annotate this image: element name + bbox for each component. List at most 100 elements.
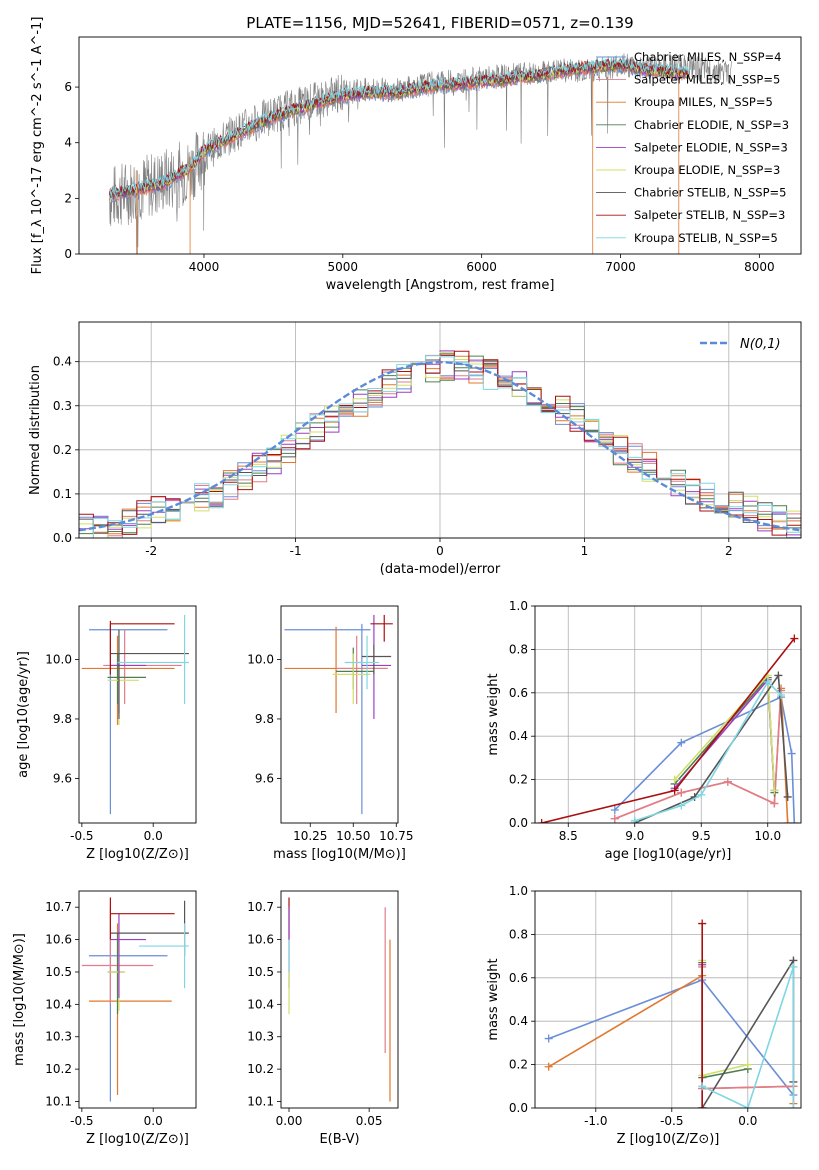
y-tick-label: 10.7 [247,900,274,914]
model-line-kroupa-miles [109,62,690,198]
y-tick-label: 10.1 [247,1095,274,1109]
x-tick-label: 9.0 [625,829,644,843]
x-axis-label: mass [log10(M/M⊙)] [273,847,406,862]
y-axis-label: age [log10(age/yr)] [16,651,31,778]
x-tick-label: -1 [290,544,302,558]
y-tick-label: 0.4 [509,1014,528,1028]
errorbars [81,614,189,815]
weight-point [783,819,792,823]
y-tick-label: 10.6 [247,933,274,947]
weight-point [610,814,619,823]
hist-salpeter-stelib [79,350,801,536]
weight-point [774,671,783,680]
weight-line-kroupa-miles [548,974,795,1104]
y-tick-label: 10.3 [45,1030,72,1044]
weight-lines [544,919,798,1108]
x-tick-label: 7000 [605,260,636,274]
weight-point [787,749,796,758]
x-tick-label: 0.0 [738,1114,757,1128]
x-axis-label: wavelength [Angstrom, rest frame] [326,278,555,293]
y-tick-label: 0.4 [509,729,528,743]
legend-label: Salpeter STELIB, N_SSP=3 [634,208,785,222]
x-axis-label: Z [log10(Z/Z⊙)] [86,847,189,862]
y-tick-label: 10.4 [45,997,72,1011]
y-tick-label: 0.6 [509,686,528,700]
model-line-chabrier-elodie [109,60,690,201]
y-axis-label: mass [log10(M/M⊙)] [12,933,27,1066]
y-tick-label: 10.0 [45,653,72,667]
y-tick-label: 10.7 [45,900,72,914]
legend-label: Kroupa ELODIE, N_SSP=3 [634,163,780,177]
x-tick-label: 4000 [189,260,220,274]
weight-point [544,1034,553,1043]
weight-point [790,819,799,823]
x-axis-label: E(B-V) [319,1132,359,1147]
weight-line-chabrier-miles [548,979,795,1096]
legend-label: N(0,1) [740,337,781,352]
y-axis-label: mass weight [486,673,501,755]
x-tick-label: -0.5 [660,1114,683,1128]
model-line-kroupa-stelib [109,57,690,197]
y-tick-label: 0.8 [509,642,528,656]
axes-frame [280,605,399,824]
weight-point [697,790,706,799]
weight-line-chabrier-elodie [701,962,748,1079]
weight-point [670,775,679,784]
y-tick-label: 1.0 [509,599,528,613]
weight-point [770,799,779,808]
panel-residuals: -2 -1 0 1 2 0.0 0.1 0.2 0.3 0.4 (data-model)/error… [28,321,802,577]
x-tick-label: -0.5 [70,829,93,843]
weight-point [698,919,707,928]
panel-age-vs-mass: 10.25 10.50 10.75 9.6 9.8 10.0 mass [log10(M/M… [247,605,413,862]
y-tick-label: 2 [64,191,72,205]
weight-point [698,1082,707,1091]
residual-histograms [79,350,801,538]
x-tick-label: 2 [725,544,733,558]
x-tick-label: 10.0 [754,829,781,843]
legend-label: Salpeter MILES, N_SSP=5 [634,73,780,87]
y-axis-label: Flux [f_λ 10^-17 erg cm^-2 s^-1 A^-1] [30,17,45,275]
y-tick-label: 10.5 [247,965,274,979]
axes-frame [78,36,802,255]
y-tick-label: 0.2 [53,443,72,457]
weight-point [630,816,639,823]
hist-kroupa-stelib [79,355,801,538]
y-tick-label: 10.3 [247,1030,274,1044]
y-tick-label: 9.8 [255,712,274,726]
weight-point [763,677,772,686]
x-axis-label: (data-model)/error [380,562,501,577]
weight-point [743,1104,752,1108]
spectrum-lines [109,53,732,254]
weight-point [790,634,799,643]
x-tick-label: 10.75 [379,829,413,843]
x-tick-label: 5000 [328,260,359,274]
y-tick-label: 0.0 [509,816,528,830]
panel-mass-weight-vs-age: 8.5 9.0 9.5 10.0 0.0 0.2 0.4 0.6 0.8 1.0 age [log1… [486,599,802,862]
x-axis-label: Z [log10(Z/Z⊙)] [617,1132,720,1147]
axes-frame [78,890,197,1109]
model-line-salpeter-elodie [109,60,690,200]
x-tick-label: 0.00 [276,1114,303,1128]
x-tick-label: 9.5 [692,829,711,843]
weight-lines [537,634,799,823]
legend-label: Kroupa MILES, N_SSP=5 [634,95,773,109]
weight-point [610,805,619,814]
errorbars [288,897,391,1102]
y-tick-label: 0.4 [53,355,72,369]
y-tick-label: 10.2 [247,1062,274,1076]
y-axis-label: Normed distribution [28,365,43,495]
weight-point [723,777,732,786]
x-tick-label: -2 [145,544,157,558]
weight-line-chabrier-stelib [634,673,789,823]
x-axis-label: Z [log10(Z/Z⊙)] [86,1132,189,1147]
weight-point [789,962,798,971]
y-tick-label: 0.3 [53,399,72,413]
y-tick-label: 0.2 [509,773,528,787]
y-tick-label: 1.0 [509,884,528,898]
y-tick-label: 9.8 [53,712,72,726]
x-tick-label: 0 [436,544,444,558]
y-tick-label: 10.4 [247,997,274,1011]
y-axis-label: mass weight [486,958,501,1040]
normal-curve [79,360,801,532]
